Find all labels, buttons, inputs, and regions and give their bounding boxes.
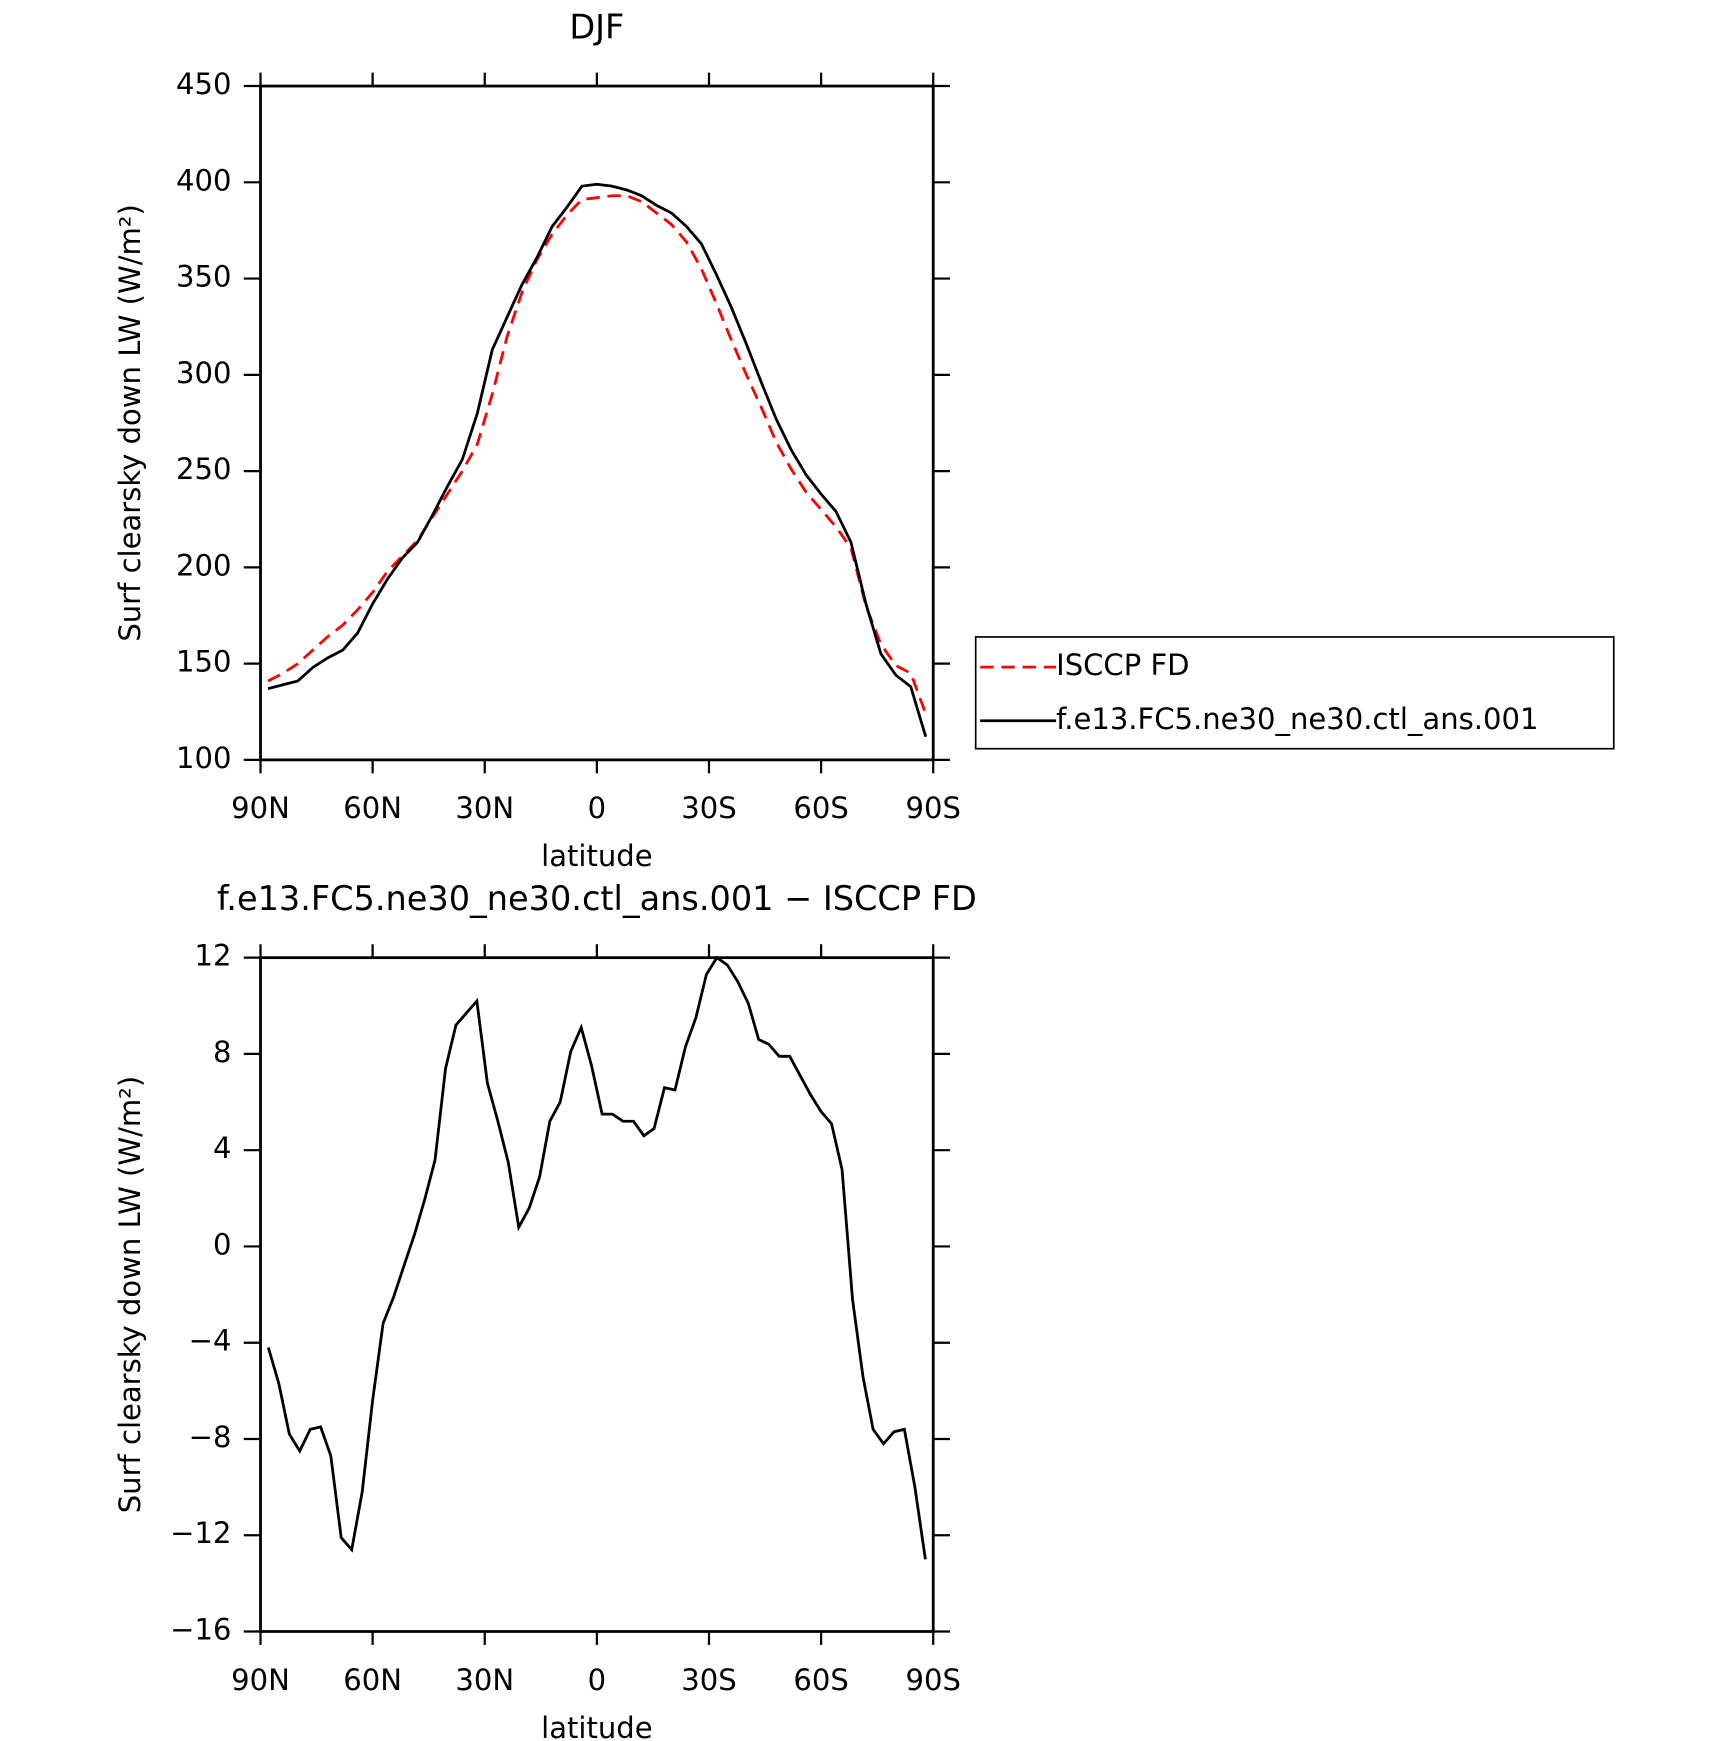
plot-frame [259, 956, 935, 1633]
x-tick-label: 30S [681, 1663, 736, 1697]
y-tick-label: 0 [213, 1227, 231, 1261]
y-tick-label: 250 [176, 452, 231, 486]
y-tick-label: 150 [176, 645, 231, 679]
data-line [266, 955, 927, 1560]
x-tick-label: 60N [343, 791, 402, 825]
x-tick-label: 30S [681, 791, 736, 825]
y-tick-label: 8 [213, 1035, 231, 1069]
y-tick-label: 450 [176, 67, 231, 101]
x-tick-label: 30N [455, 1663, 514, 1697]
plot-frame [259, 84, 935, 762]
data-line [267, 194, 928, 715]
y-tick-label: 350 [176, 260, 231, 294]
legend-box [974, 636, 1615, 750]
chart-title: f.e13.FC5.ne30_ne30.ctl_ans.001 − ISCCP … [217, 879, 977, 918]
x-tick-label: 90S [906, 1663, 961, 1697]
x-axis-label: latitude [541, 839, 652, 873]
x-tick-label: 0 [588, 1663, 606, 1697]
x-tick-label: 60N [343, 1663, 402, 1697]
y-tick-label: 300 [176, 356, 231, 390]
x-tick-label: 60S [793, 1663, 848, 1697]
y-axis-label: Surf clearsky down LW (W/m²) [113, 1076, 147, 1513]
y-tick-label: 4 [213, 1131, 231, 1165]
y-tick-label: 100 [176, 741, 231, 775]
x-tick-label: 30N [455, 791, 514, 825]
y-tick-label: −4 [189, 1324, 232, 1358]
y-axis-label: Surf clearsky down LW (W/m²) [113, 204, 147, 641]
x-tick-label: 90N [231, 791, 290, 825]
x-tick-label: 90N [231, 1663, 290, 1697]
x-tick-label: 60S [793, 791, 848, 825]
y-tick-label: −12 [170, 1516, 231, 1550]
y-tick-label: −8 [189, 1420, 232, 1454]
chart-title: DJF [569, 8, 624, 47]
y-tick-label: 12 [194, 939, 231, 973]
legend-label: f.e13.FC5.ne30_ne30.ctl_ans.001 [1056, 702, 1538, 736]
y-tick-label: 200 [176, 548, 231, 582]
x-tick-label: 90S [906, 791, 961, 825]
y-tick-label: 400 [176, 163, 231, 197]
y-tick-label: −16 [170, 1612, 231, 1646]
data-line [267, 182, 928, 738]
x-tick-label: 0 [588, 791, 606, 825]
x-axis-label: latitude [541, 1711, 652, 1741]
legend-label: ISCCP FD [1056, 648, 1189, 682]
